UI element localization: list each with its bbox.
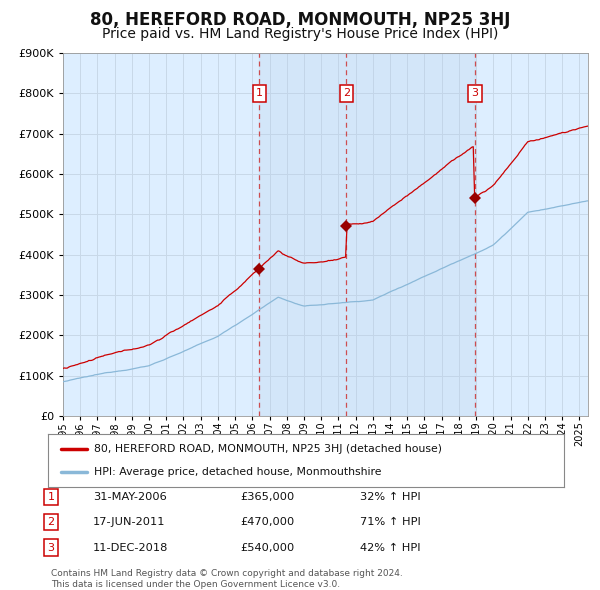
Text: 3: 3 (47, 543, 55, 552)
Text: 11-DEC-2018: 11-DEC-2018 (93, 543, 169, 552)
Text: 80, HEREFORD ROAD, MONMOUTH, NP25 3HJ: 80, HEREFORD ROAD, MONMOUTH, NP25 3HJ (90, 11, 510, 29)
Text: 42% ↑ HPI: 42% ↑ HPI (360, 543, 421, 552)
Bar (259, 53, 475, 416)
Text: Contains HM Land Registry data © Crown copyright and database right 2024.
This d: Contains HM Land Registry data © Crown c… (51, 569, 403, 589)
Text: 1: 1 (256, 88, 263, 99)
Text: 71% ↑ HPI: 71% ↑ HPI (360, 517, 421, 527)
Text: 2: 2 (47, 517, 55, 527)
Text: 17-JUN-2011: 17-JUN-2011 (93, 517, 166, 527)
Text: £365,000: £365,000 (240, 492, 294, 502)
Text: HPI: Average price, detached house, Monmouthshire: HPI: Average price, detached house, Monm… (94, 467, 382, 477)
Text: 32% ↑ HPI: 32% ↑ HPI (360, 492, 421, 502)
Text: £540,000: £540,000 (240, 543, 294, 552)
Text: 2: 2 (343, 88, 350, 99)
Text: 80, HEREFORD ROAD, MONMOUTH, NP25 3HJ (detached house): 80, HEREFORD ROAD, MONMOUTH, NP25 3HJ (d… (94, 444, 442, 454)
Text: Price paid vs. HM Land Registry's House Price Index (HPI): Price paid vs. HM Land Registry's House … (102, 27, 498, 41)
Text: 1: 1 (47, 492, 55, 502)
Text: 31-MAY-2006: 31-MAY-2006 (93, 492, 167, 502)
Text: £470,000: £470,000 (240, 517, 294, 527)
Text: 3: 3 (472, 88, 479, 99)
